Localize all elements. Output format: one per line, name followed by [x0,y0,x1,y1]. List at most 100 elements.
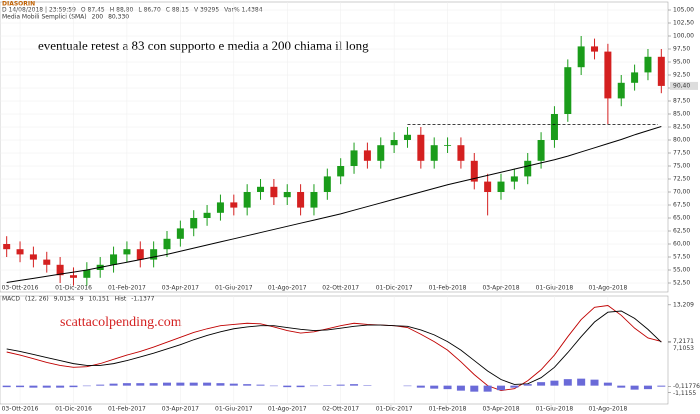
symbol: DIASORIN [2,1,35,8]
hist-bar [216,383,225,386]
candle-body [524,160,532,177]
x-tick-label: 01-Ago-2017 [268,285,307,292]
x-tick-label: 03-Ott-2016 [2,285,39,292]
hist-bar [590,379,599,386]
y-tick-label: 7,1053 [673,345,694,352]
hist-bar [42,385,51,388]
candle-body [216,202,224,213]
header-item: -1,1377 [131,296,154,303]
candle-body [323,176,331,192]
header-item: (12, 26) [25,296,49,303]
candle-body [363,150,371,161]
y-tick-label: 75,00 [673,163,690,170]
hist-bar [550,380,559,386]
x-tick-label: 03-Ott-2016 [2,406,39,413]
hist-bar [497,385,505,391]
header-item: 9,0134 [54,296,75,303]
candle-body [176,228,184,239]
x-tick-label: 01-Giu-2017 [215,406,253,413]
macd-panel [0,295,669,405]
y-tick-label: 95,00 [673,59,690,66]
candle-body [3,244,11,250]
x-tick-label: 01-Dic-2016 [55,285,92,292]
candle-body [230,202,238,208]
candle-body [617,82,625,99]
hist-bar [149,383,158,386]
hist-bar [323,385,332,386]
y-tick-label: 65,00 [673,215,690,222]
x-tick-label: 03-Apr-2018 [482,285,519,292]
candle-body [604,51,612,99]
hist-bar [109,383,118,386]
y-tick-label: 82,50 [673,124,690,131]
candle-body [510,176,518,182]
hist-bar [16,385,25,388]
candle-body [444,145,452,146]
x-tick-label: 01-Ago-2017 [268,406,307,413]
x-tick-label: 01-Ago-2018 [588,406,627,413]
x-tick-label: 02-Ott-2017 [322,285,359,292]
hist-bar [483,385,492,392]
hist-bar [350,384,359,386]
x-tick-label: 01-Feb-2017 [108,406,146,413]
hist-bar [283,385,292,388]
hist-bar [537,382,546,386]
candle-body [417,134,425,161]
hist-bar [363,385,372,386]
candle-body [657,56,665,86]
hist-bar [96,384,105,386]
candle-body [591,46,599,52]
hist-bar [296,385,305,388]
y-tick-label: -0,11776 [673,383,700,390]
x-tick-label: 01-Ago-2018 [588,285,627,292]
hist-bar [470,385,479,392]
y-tick-label: 102,50 [673,20,694,27]
candle-body [283,192,291,198]
candle-body [270,186,278,198]
candle-body [83,270,91,278]
header-item: Media Mobili Semplici (SMA) [2,14,87,21]
y-tick-label: 92,50 [673,72,690,79]
header-item: 10,151 [89,296,110,303]
hist-bar [603,382,612,386]
hist-bar [189,382,198,386]
header-item: 200 [92,14,104,21]
hist-bar [523,384,532,386]
candle-body [310,192,318,208]
y-tick-label: 97,50 [673,46,690,53]
hist-bar [229,383,238,386]
candle-body [497,181,505,192]
hist-bar [176,382,185,386]
x-tick-label: 03-Apr-2017 [162,285,199,292]
y-tick-label: 7,2171 [673,338,694,345]
hist-bar [203,382,212,386]
header-item: Hist [115,296,127,303]
last-price-label: 90,40 [673,82,690,89]
x-tick-label: 02-Ott-2017 [322,406,359,413]
candle-body [457,145,465,161]
candle-body [484,181,492,192]
hist-bar [82,385,91,387]
y-tick-label: 105,00 [673,7,694,14]
hist-bar [563,379,572,386]
hist-bar [456,385,465,391]
hist-bar [69,385,78,388]
candle-body [56,264,64,276]
x-tick-label: 01-Dic-2017 [376,406,413,413]
y-tick-label: 100,00 [673,33,694,40]
candle-body [350,150,358,166]
x-tick-label: 01-Giu-2018 [536,406,574,413]
candle-body [631,72,639,83]
hist-bar [510,385,519,388]
y-tick-label: 57,50 [673,254,690,261]
candle-body [243,192,251,208]
hist-bar [136,383,145,386]
candle-body [564,67,572,114]
y-tick-label: 13,209 [673,301,694,308]
y-tick-label: 85,00 [673,111,690,118]
x-tick-label: 01-Giu-2017 [215,285,253,292]
annotation: eventuale retest a 83 con supporto e med… [38,38,369,53]
x-tick-label: 01-Giu-2018 [536,285,574,292]
candle-body [29,254,37,260]
hist-bar [336,384,345,386]
